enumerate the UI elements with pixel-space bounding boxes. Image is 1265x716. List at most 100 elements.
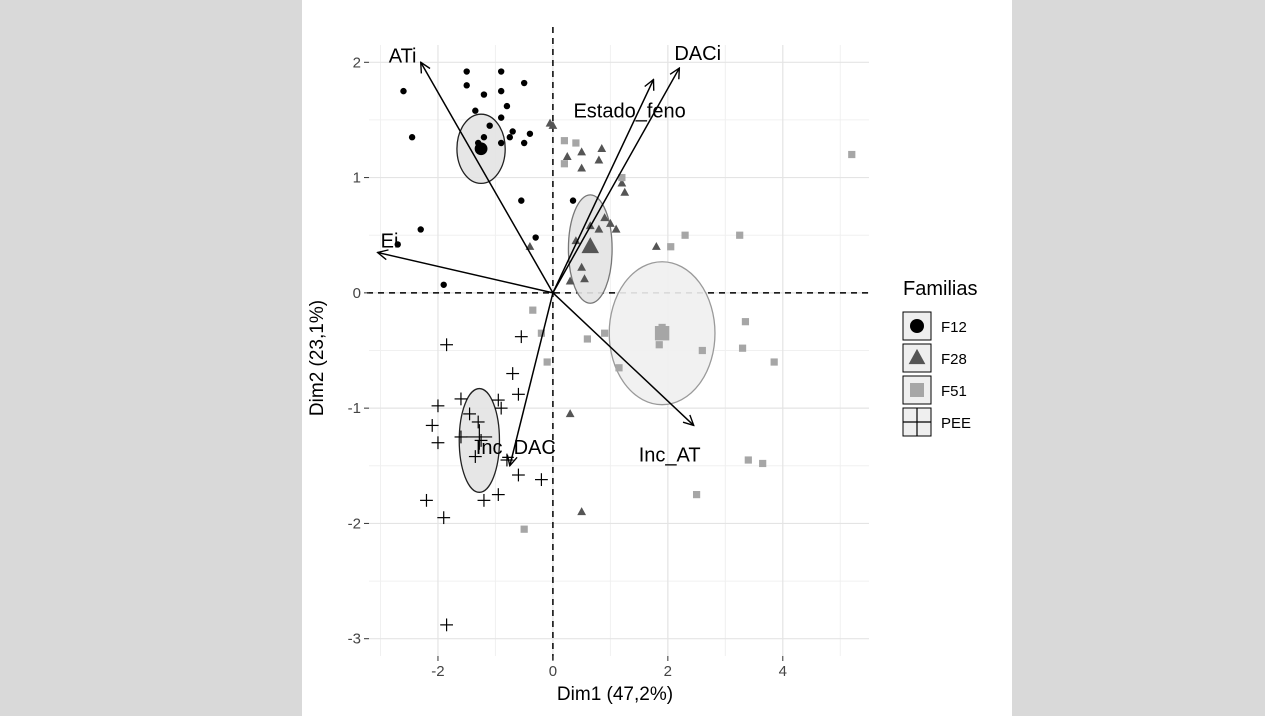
point-f28 — [651, 241, 661, 250]
y-tick-label: 2 — [353, 54, 361, 71]
legend-label: PEE — [941, 415, 971, 432]
legend-item-f12: F12 — [902, 311, 967, 341]
point-pee — [440, 618, 453, 632]
point-f28 — [562, 152, 572, 161]
point-f12 — [509, 128, 516, 135]
point-f28 — [605, 218, 615, 227]
point-f28 — [565, 409, 575, 418]
point-f28 — [594, 155, 604, 164]
point-pee — [468, 450, 482, 463]
point-f28 — [577, 163, 587, 172]
legend-title: Familias — [903, 278, 977, 300]
point-f51 — [744, 456, 752, 464]
arrow-label-inc_at: Inc_AT — [639, 444, 701, 466]
point-pee — [440, 338, 453, 352]
legend-label: F28 — [941, 351, 967, 368]
x-tick-label: 2 — [664, 663, 672, 680]
point-f28 — [600, 213, 610, 222]
axis-labels: Dim1 (47,2%) Dim2 (23,1%) — [307, 300, 673, 705]
point-f51 — [615, 364, 623, 372]
point-pee — [431, 436, 445, 450]
point-f51 — [572, 139, 580, 147]
point-f28 — [565, 276, 575, 285]
variable-arrows: ATi DACi Estado_feno Ei Inc_AT Inc_DAC — [378, 43, 721, 466]
point-f12 — [480, 91, 488, 98]
point-f12 — [569, 197, 577, 204]
legend-item-pee: PEE — [902, 407, 971, 437]
arrow-daci — [552, 68, 679, 294]
point-pee — [454, 430, 468, 444]
point-f12 — [506, 134, 514, 141]
point-f51 — [520, 525, 528, 533]
legend-label: F51 — [941, 383, 967, 400]
legend: Familias F12 F28 F51 PEE — [902, 278, 977, 437]
point-f12 — [417, 226, 424, 233]
arrow-ei — [378, 253, 554, 294]
point-pee — [474, 434, 488, 447]
axes: -2 0 2 4 -3 -2 -1 0 1 2 — [348, 27, 869, 680]
point-f51 — [537, 329, 546, 337]
point-f28 — [577, 507, 587, 516]
point-f12 — [497, 114, 505, 121]
point-pee — [535, 473, 548, 487]
arrow-estado_feno — [552, 80, 654, 294]
legend-symbol — [902, 407, 932, 437]
arrow-label-ei: Ei — [381, 231, 399, 253]
y-tick-label: 1 — [353, 170, 361, 187]
y-tick-label: -1 — [348, 400, 361, 417]
arrow-inc_dac — [510, 292, 554, 466]
legend-symbol — [908, 348, 926, 365]
point-f28 — [617, 178, 627, 187]
legend-item-f51: F51 — [902, 375, 967, 405]
arrow-ati — [421, 62, 554, 294]
y-tick-label: 0 — [353, 285, 361, 302]
point-pee — [425, 419, 439, 432]
arrow-label-estado_feno: Estado_feno — [573, 101, 685, 123]
point-f28 — [597, 143, 607, 152]
point-f28 — [577, 262, 587, 271]
point-f12 — [532, 234, 539, 241]
point-pee — [514, 330, 528, 344]
point-pee — [512, 387, 525, 401]
centroid-f12 — [474, 142, 488, 156]
point-f51 — [738, 344, 747, 352]
x-tick-label: 0 — [549, 663, 557, 680]
x-tick-label: -2 — [431, 663, 444, 680]
point-f51 — [736, 231, 744, 239]
point-f12 — [497, 87, 505, 95]
point-pee — [494, 401, 508, 415]
point-f28 — [611, 224, 621, 233]
x-tick-label: 4 — [779, 663, 787, 680]
point-pee — [437, 511, 451, 525]
pca-biplot: -2 0 2 4 -3 -2 -1 0 1 2 ATi DACi Estado_feno Ei Inc_A… — [307, 27, 977, 705]
point-f51 — [529, 306, 537, 314]
point-pee — [454, 392, 468, 406]
x-axis-label: Dim1 (47,2%) — [557, 684, 673, 705]
point-f12 — [472, 107, 479, 114]
point-f12 — [440, 281, 447, 288]
point-pee — [491, 488, 505, 502]
point-pee — [431, 399, 445, 413]
centroid-f51 — [654, 326, 670, 341]
point-f12 — [463, 82, 470, 89]
point-f51 — [667, 243, 675, 251]
legend-symbol — [910, 319, 924, 333]
point-f51 — [583, 335, 591, 343]
point-f28 — [594, 224, 604, 233]
point-f12 — [408, 134, 416, 141]
chart-panel: -2 0 2 4 -3 -2 -1 0 1 2 ATi DACi Estado_feno Ei Inc_A… — [302, 0, 1012, 716]
centroid-f28 — [581, 237, 600, 254]
point-f51 — [759, 459, 767, 468]
point-pee — [420, 493, 433, 507]
point-pee — [477, 493, 491, 507]
point-f51 — [543, 358, 551, 366]
point-pee — [506, 367, 520, 380]
point-f51 — [770, 358, 778, 366]
centroid-pee — [466, 424, 493, 450]
point-f28 — [620, 187, 630, 196]
legend-symbol — [910, 383, 924, 397]
point-f12 — [400, 87, 407, 95]
point-f51 — [741, 318, 750, 326]
point-f28 — [577, 147, 587, 156]
point-pee — [491, 393, 505, 407]
